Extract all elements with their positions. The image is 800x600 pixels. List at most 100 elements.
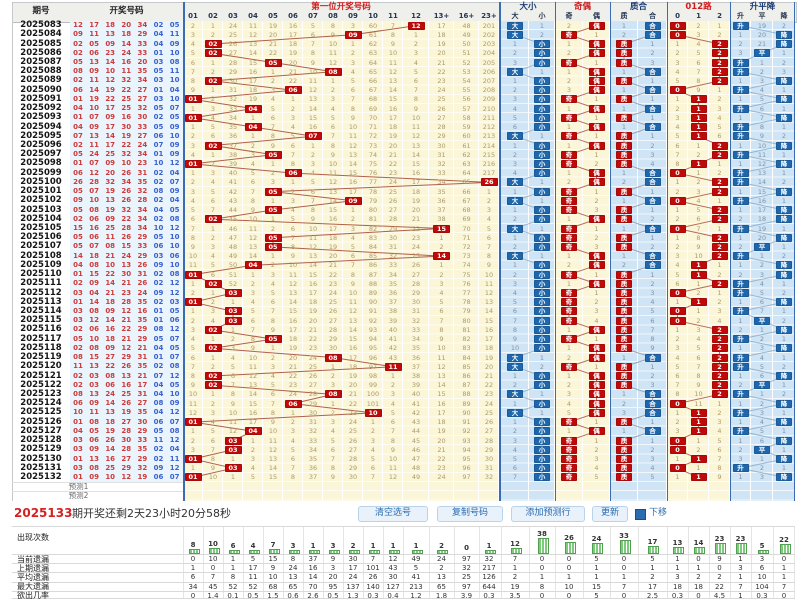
miss-cell: 98 (368, 372, 378, 380)
drawn-number: 10 (169, 233, 180, 242)
stats-gridline (773, 526, 774, 599)
panel-miss-cell: 4 (512, 289, 518, 297)
miss-cell: 4 (250, 159, 256, 168)
panel-miss-cell: 7 (717, 455, 722, 463)
miss-cell: 36 (308, 464, 318, 473)
miss-cell: 28 (348, 455, 358, 463)
stat-value-current_miss: 12 (388, 555, 398, 563)
panel-miss-cell: 3 (650, 289, 655, 297)
miss-cell: 13 (248, 381, 258, 390)
miss-cell: 3 (370, 436, 376, 445)
miss-cell: 10 (188, 390, 198, 399)
hit-badge-main: 02 (204, 49, 222, 58)
hit-badge-panel: 0 (669, 307, 686, 316)
stats-gridline (730, 526, 731, 599)
miss-cell: 74 (368, 150, 378, 159)
grid-col-header-09: 09 (348, 12, 358, 20)
drawn-number: 26 (121, 187, 132, 196)
miss-cell: 30 (228, 76, 238, 85)
drawn-number: 19 (105, 85, 116, 94)
stat-value-probability: 0.5 (327, 591, 339, 600)
hit-badge-panel: 2 (711, 58, 728, 67)
drawn-number: 02 (73, 279, 83, 288)
miss-cell: 52 (228, 279, 238, 288)
panel-miss-cell: 1 (781, 353, 787, 362)
miss-cell: 31 (484, 464, 494, 473)
miss-cell: 3 (413, 49, 419, 58)
hit-badge-panel: 偶 (588, 86, 605, 95)
stat-value-current_miss: 0 (190, 555, 196, 563)
move-down-label[interactable]: 下移 (649, 508, 668, 518)
miss-cell: 16 (308, 123, 318, 131)
hit-badge-panel: 降 (776, 141, 792, 150)
clear-selection-button[interactable]: 清空选号 (358, 506, 428, 522)
period-cell: 2025091 (20, 93, 62, 104)
prediction-row-label[interactable]: 预测1 (68, 482, 89, 492)
add-prediction-row-button[interactable]: 添加预测行 (511, 506, 585, 522)
miss-cell: 30 (308, 408, 318, 417)
drawn-number: 08 (73, 67, 83, 76)
drawn-number: 11 (169, 30, 180, 39)
panel-miss-cell: 2 (759, 464, 765, 473)
miss-cell: 4 (210, 113, 216, 122)
hit-badge-panel: 奇 (561, 289, 577, 297)
stat-value-avg_miss: 24 (348, 573, 358, 582)
panel-miss-cell: 8 (696, 76, 701, 85)
drawn-number: 34 (137, 214, 148, 223)
stats-gridline (343, 526, 344, 599)
miss-cell: 2 (230, 335, 236, 344)
panel-miss-cell: 3 (650, 58, 655, 67)
copy-numbers-button[interactable]: 复制号码 (437, 506, 503, 522)
drawn-number: 04 (73, 122, 83, 131)
miss-cell: 30 (484, 455, 494, 463)
miss-cell: 2 (210, 95, 216, 104)
drawn-number: 01 (153, 306, 164, 315)
prediction-row-label[interactable]: 预测2 (68, 491, 89, 501)
hit-badge-main: 02 (204, 372, 222, 380)
miss-cell: 29 (328, 335, 338, 344)
miss-cell: 2 (210, 67, 216, 76)
drawn-number: 10 (105, 472, 116, 481)
hit-badge-panel: 0 (669, 445, 686, 454)
drawn-number: 07 (169, 353, 180, 361)
drawn-number: 35 (137, 316, 148, 325)
stat-value-current_miss: 10 (208, 555, 218, 563)
panel-miss-cell: 6 (759, 298, 765, 307)
miss-cell: 9 (486, 261, 492, 270)
stats-row-label: 平均遗漏 (17, 572, 49, 582)
move-down-checkbox[interactable] (635, 509, 646, 520)
miss-cell: 10 (308, 67, 318, 76)
miss-cell: 14 (348, 159, 358, 168)
miss-cell: 11 (308, 76, 318, 85)
drawn-number: 02 (153, 21, 164, 30)
panel-miss-cell: 1 (781, 150, 787, 159)
panel-miss-cell: 2 (717, 95, 722, 104)
countdown-text: 期开奖还剩2天23小时20分58秒 (72, 507, 231, 520)
miss-cell: 25 (328, 298, 338, 307)
panel-miss-cell: 2 (594, 159, 599, 168)
panel-miss-cell: 8 (675, 159, 680, 168)
miss-cell: 1 (210, 224, 216, 233)
panel-miss-cell: 2 (594, 196, 599, 205)
panel-miss-cell: 18 (757, 215, 767, 224)
panel-miss-cell: 1 (621, 169, 627, 178)
grid-col-header-04: 04 (248, 12, 258, 20)
stat-value-probability: 4.5 (713, 591, 726, 600)
panel-miss-cell: 1 (781, 335, 787, 344)
stat-value-probability: 1.8 (435, 591, 448, 600)
update-button[interactable]: 更新 (592, 506, 628, 522)
stat-value-current_miss: 97 (462, 555, 471, 563)
appear-count-value: 24 (591, 535, 602, 543)
miss-cell: 9 (330, 150, 336, 159)
hit-badge-main: 05 (264, 335, 282, 344)
panel-miss-cell: 12 (757, 159, 767, 168)
stats-gridline (263, 526, 264, 599)
miss-cell: 73 (462, 252, 471, 261)
hit-badge-panel: 2 (711, 344, 728, 353)
miss-cell: 50 (462, 40, 471, 48)
panel-miss-cell: 1 (566, 325, 572, 334)
drawn-number: 27 (105, 353, 116, 361)
miss-cell: 12 (411, 132, 421, 141)
period-cell: 2025112 (20, 287, 62, 298)
